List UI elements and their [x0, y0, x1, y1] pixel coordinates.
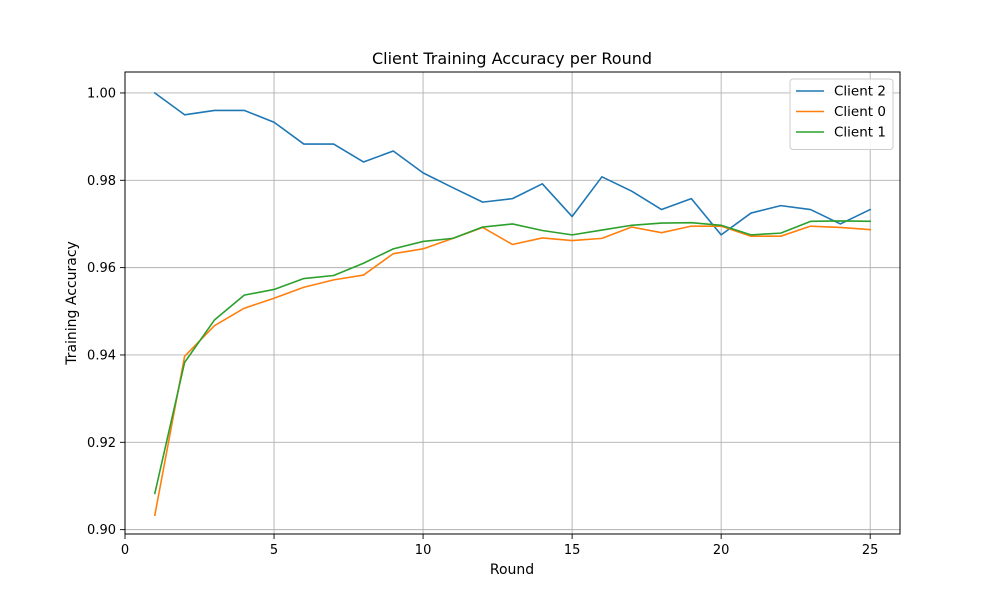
y-axis: 0.90 0.92 0.94 0.96 0.98 1.00 — [87, 86, 125, 538]
y-tick-label: 0.96 — [87, 261, 116, 276]
series-line-client-0 — [153, 225, 872, 517]
legend-label: Client 1 — [834, 125, 886, 141]
series-line-client-2 — [153, 91, 872, 236]
legend-label: Client 0 — [834, 104, 886, 120]
chart-title: Client Training Accuracy per Round — [372, 49, 652, 68]
series-line-client-1 — [153, 220, 872, 495]
y-tick-label: 1.00 — [87, 86, 116, 101]
plot-frame — [124, 71, 901, 535]
x-axis-title: Round — [490, 562, 534, 578]
grid — [124, 72, 900, 534]
x-tick-label: 25 — [862, 543, 879, 558]
y-tick-label: 0.92 — [87, 436, 116, 451]
y-tick-label: 0.94 — [87, 348, 116, 363]
y-axis-title: Training Accuracy — [64, 241, 80, 366]
series-layer — [153, 91, 872, 517]
legend: Client 2 Client 0 Client 1 — [789, 78, 894, 150]
x-tick-label: 20 — [713, 543, 730, 558]
legend-label: Client 2 — [834, 84, 886, 100]
x-tick-label: 15 — [564, 543, 581, 558]
x-tick-label: 0 — [121, 543, 129, 558]
x-tick-label: 10 — [415, 543, 432, 558]
x-axis: 0 5 10 15 20 25 — [121, 534, 879, 558]
x-tick-label: 5 — [270, 543, 278, 558]
y-tick-label: 0.90 — [87, 523, 116, 538]
y-tick-label: 0.98 — [87, 174, 116, 189]
